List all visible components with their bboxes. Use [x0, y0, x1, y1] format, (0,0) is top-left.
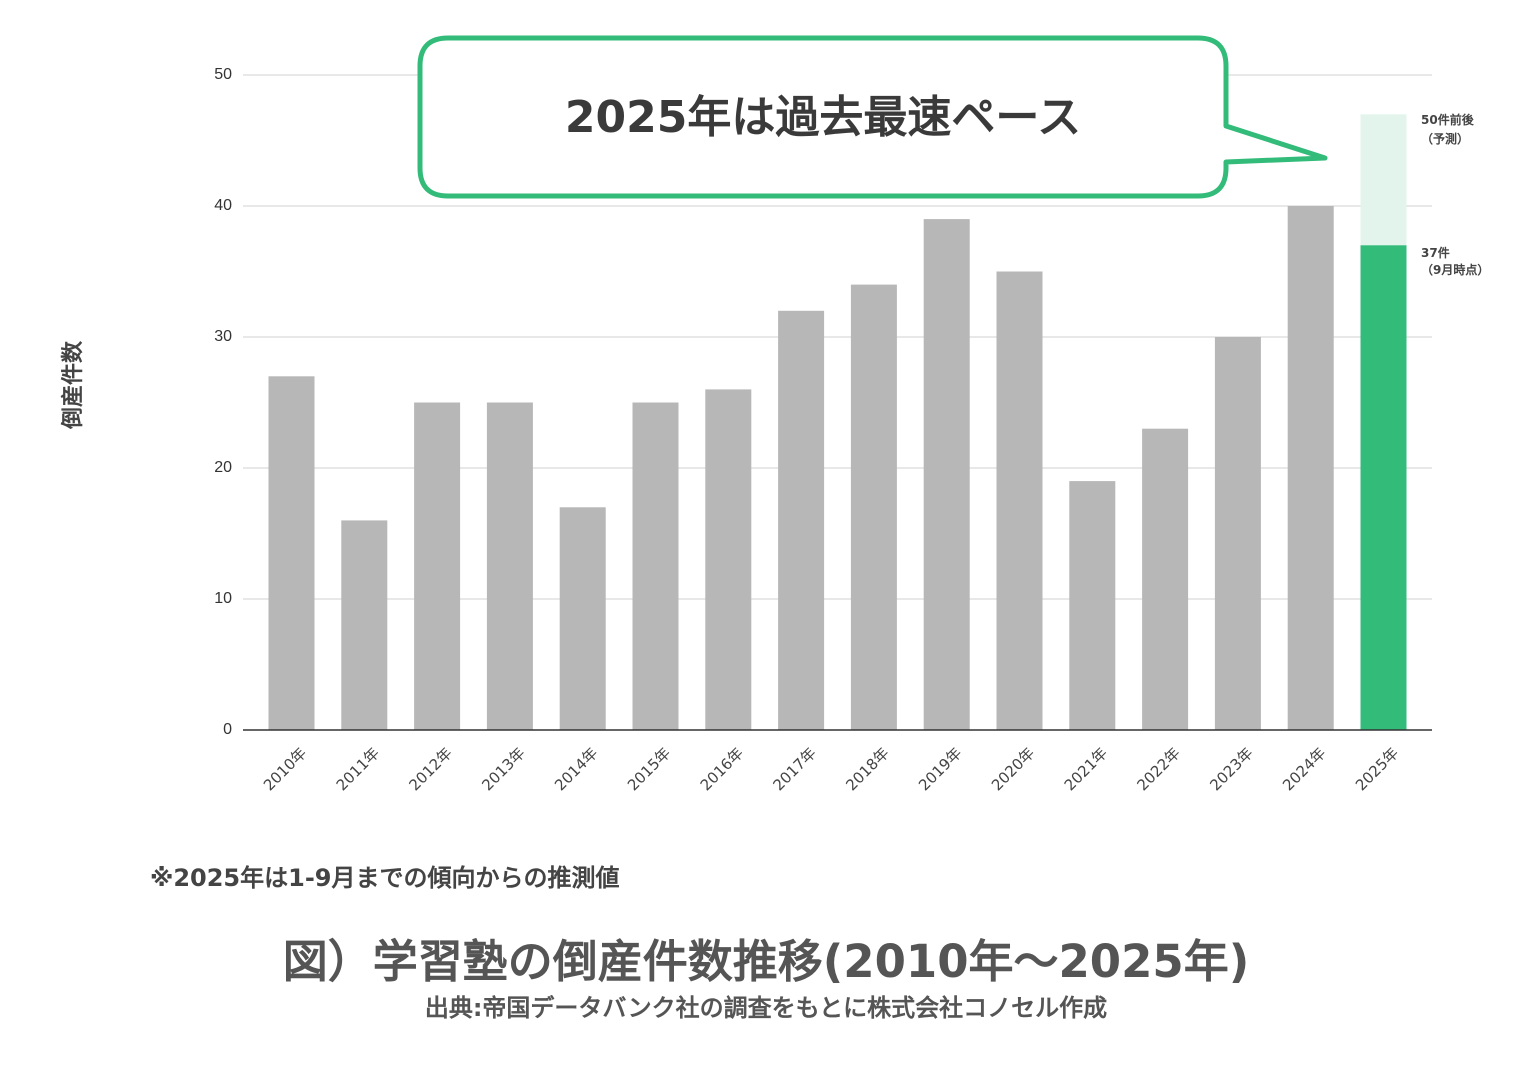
- bar: [1142, 428, 1189, 730]
- x-tick-label: 2011年: [333, 744, 383, 794]
- x-axis-ticks: 2010年 2011年 2012年 2013年 2014年 2015年 2016年 2017年…: [260, 744, 1402, 794]
- y-tick-label: 20: [214, 459, 232, 476]
- forecast-annotation-line2: （予測）: [1421, 131, 1469, 146]
- bar: [996, 271, 1043, 730]
- callout-text: 2025年は過去最速ペース: [565, 92, 1081, 143]
- x-tick-label: 2024年: [1279, 744, 1329, 794]
- y-axis-label: 倒産件数: [60, 340, 86, 430]
- y-tick-label: 50: [214, 66, 232, 83]
- bar: [559, 507, 606, 730]
- x-tick-label: 2014年: [551, 744, 601, 794]
- forecast-annotation: 50件前後 （予測）: [1421, 112, 1475, 146]
- x-tick-label: 2019年: [915, 744, 965, 794]
- bar: [268, 376, 315, 730]
- y-axis-ticks: 0 10 20 30 40 50: [214, 66, 232, 738]
- x-tick-label: 2025年: [1352, 744, 1402, 794]
- bar: [850, 284, 897, 730]
- x-tick-label: 2016年: [697, 744, 747, 794]
- bar: [1214, 337, 1261, 730]
- bar: [486, 402, 533, 730]
- x-tick-label: 2021年: [1061, 744, 1111, 794]
- x-tick-label: 2022年: [1134, 744, 1184, 794]
- callout-bubble: 2025年は過去最速ペース: [417, 35, 1328, 199]
- bar: [778, 310, 825, 730]
- bar: [414, 402, 461, 730]
- forecast-annotation-line1: 50件前後: [1421, 112, 1475, 127]
- y-tick-label: 10: [214, 590, 232, 607]
- x-tick-label: 2017年: [770, 744, 820, 794]
- bars: [268, 114, 1407, 731]
- bar: [1069, 481, 1116, 730]
- y-tick-label: 40: [214, 197, 232, 214]
- bar: [923, 219, 970, 730]
- y-tick-label: 0: [223, 721, 232, 738]
- x-tick-label: 2010年: [260, 744, 310, 794]
- x-tick-label: 2012年: [406, 744, 456, 794]
- actual-annotation-line1: 37件: [1421, 245, 1450, 260]
- x-tick-label: 2023年: [1206, 744, 1256, 794]
- figure-source: 出典:帝国データバンク社の調査をもとに株式会社コノセル作成: [424, 994, 1108, 1022]
- bar: [341, 520, 388, 730]
- x-tick-label: 2013年: [478, 744, 528, 794]
- footnote: ※2025年は1-9月までの傾向からの推測値: [150, 864, 620, 892]
- figure-title: 図）学習塾の倒産件数推移(2010年〜2025年): [282, 935, 1250, 988]
- x-tick-label: 2015年: [624, 744, 674, 794]
- bar: [1360, 245, 1407, 731]
- bar: [632, 402, 679, 730]
- y-tick-label: 30: [214, 328, 232, 345]
- x-tick-label: 2018年: [842, 744, 892, 794]
- bar: [1287, 206, 1334, 730]
- callout-shape: [417, 35, 1328, 199]
- actual-annotation: 37件 （9月時点）: [1421, 245, 1489, 277]
- actual-annotation-line2: （9月時点）: [1421, 262, 1489, 277]
- bar: [705, 389, 752, 730]
- x-tick-label: 2020年: [988, 744, 1038, 794]
